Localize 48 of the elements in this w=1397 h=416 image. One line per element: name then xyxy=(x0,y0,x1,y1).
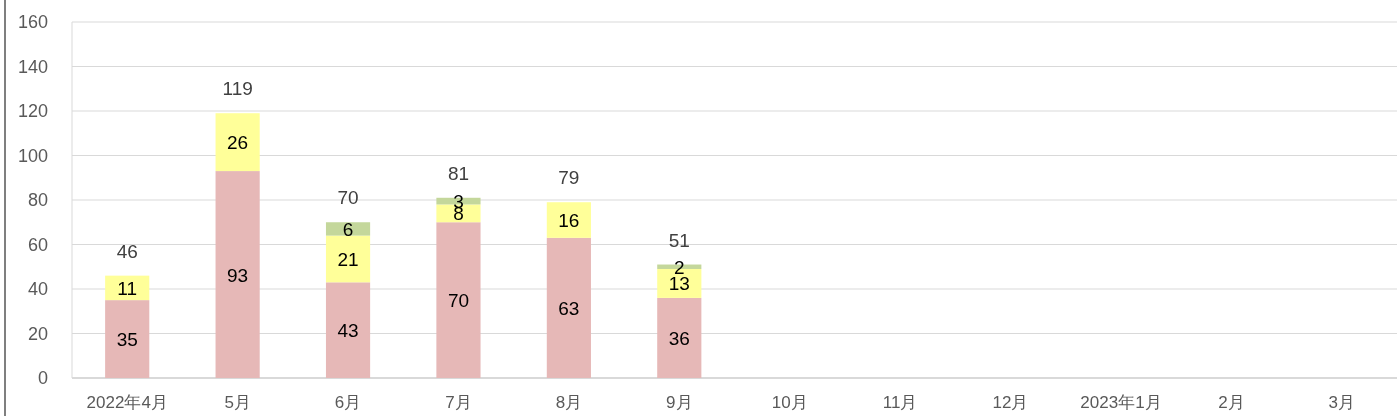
y-tick-label: 60 xyxy=(27,234,48,255)
y-tick-label: 100 xyxy=(17,145,48,166)
bar xyxy=(105,300,150,378)
x-tick-label: 10月 xyxy=(771,393,808,412)
total-label: 81 xyxy=(447,162,470,184)
x-tick-label: 2月 xyxy=(1218,393,1245,412)
x-tick-label: 3月 xyxy=(1328,393,1356,412)
x-tick-label: 8月 xyxy=(555,393,583,412)
x-tick-label: 9月 xyxy=(666,393,693,412)
total-label: 51 xyxy=(668,229,690,251)
data-label: 6 xyxy=(342,218,354,240)
data-label: 21 xyxy=(337,248,359,270)
x-tick-label: 11月 xyxy=(882,393,918,412)
y-tick-label: 20 xyxy=(27,323,48,344)
bar xyxy=(546,237,591,378)
bar xyxy=(657,297,702,378)
y-tick-label: 160 xyxy=(17,12,48,32)
total-label: 46 xyxy=(116,240,138,262)
data-label: 11 xyxy=(117,277,138,299)
data-label: 26 xyxy=(227,132,249,154)
bar xyxy=(325,222,371,236)
y-tick-label: 120 xyxy=(17,101,48,121)
total-label: 119 xyxy=(222,78,253,100)
y-tick-label: 40 xyxy=(27,279,48,299)
y-tick-label: 80 xyxy=(27,190,48,210)
x-tick-label: 2023年1月 xyxy=(1080,393,1162,412)
data-label: 70 xyxy=(447,290,470,312)
bar xyxy=(215,113,260,172)
bar xyxy=(215,171,260,378)
data-label: 35 xyxy=(116,329,138,351)
data-label: 93 xyxy=(227,264,249,286)
bar xyxy=(546,202,591,238)
bar xyxy=(436,222,481,378)
y-tick-label: 140 xyxy=(17,56,48,77)
x-tick-label: 2022年4月 xyxy=(86,393,168,412)
data-label: 36 xyxy=(668,327,690,349)
bar xyxy=(325,235,371,283)
y-tick-label: 0 xyxy=(37,368,48,388)
x-tick-label: 7月 xyxy=(445,393,472,412)
data-label: 16 xyxy=(558,210,580,232)
x-tick-label: 5月 xyxy=(224,393,251,412)
total-label: 79 xyxy=(558,167,580,189)
total-label: 70 xyxy=(337,187,359,209)
x-tick-label: 12月 xyxy=(992,393,1029,412)
data-label: 63 xyxy=(558,297,580,319)
bar xyxy=(325,282,371,378)
x-tick-label: 6月 xyxy=(334,393,362,412)
data-label: 43 xyxy=(337,320,359,342)
